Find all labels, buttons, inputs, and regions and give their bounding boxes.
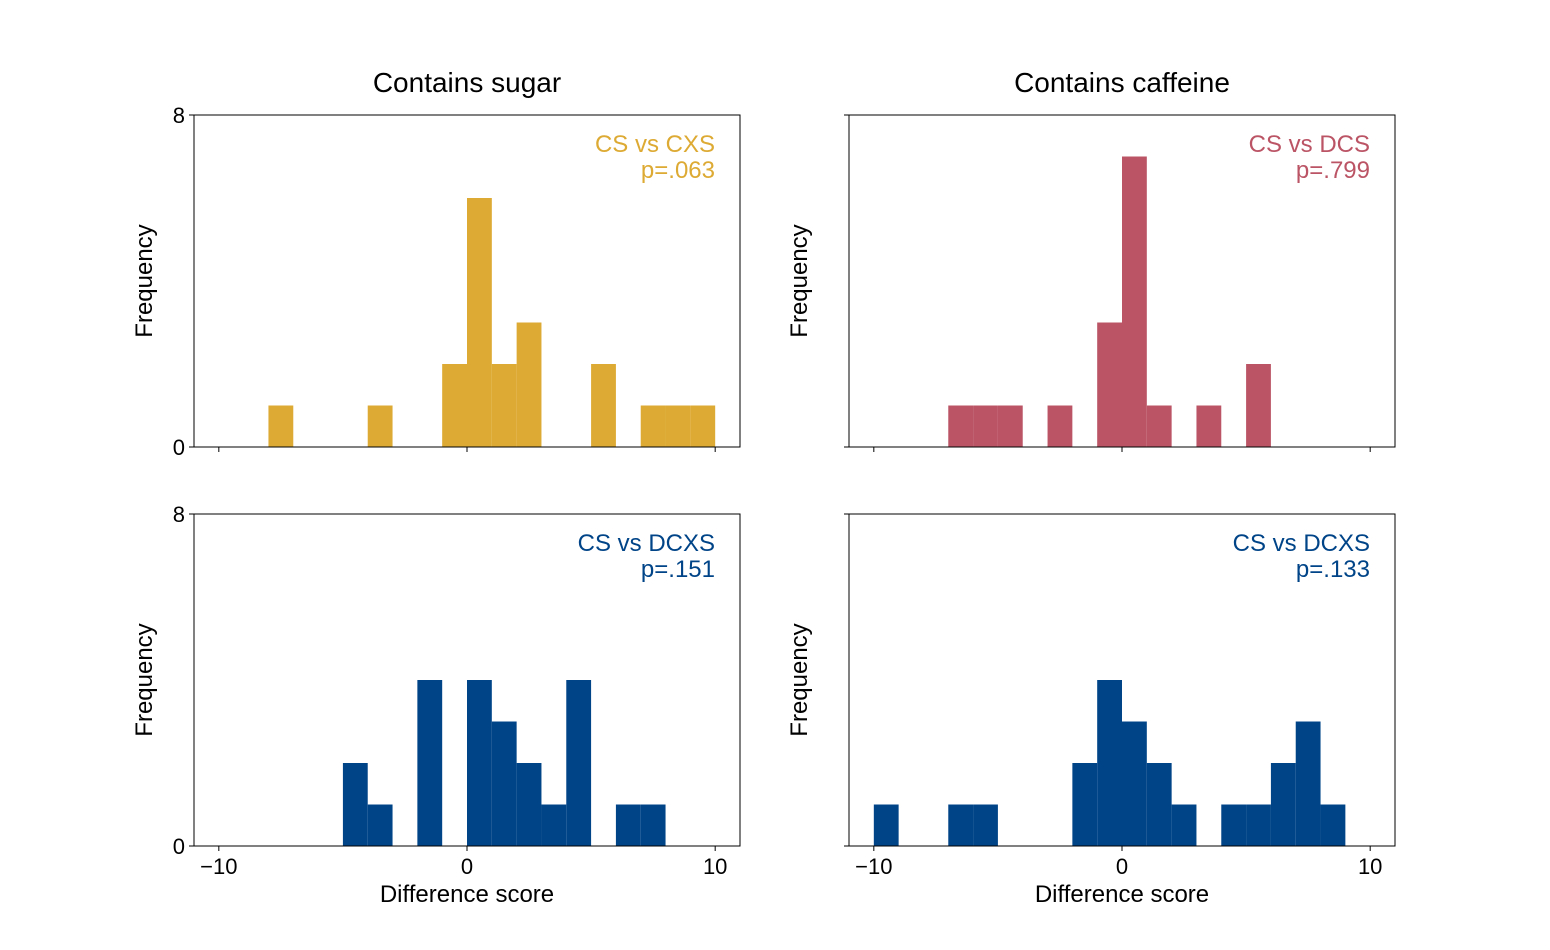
x-axis-label: Difference score xyxy=(1035,881,1209,908)
histogram-bar xyxy=(1146,405,1172,447)
histogram-panel-4: −10 0 10 Frequency Difference score CS vs DCX… xyxy=(786,513,1396,908)
y-tick-label: 8 xyxy=(173,502,185,527)
p-value-label: p=.151 xyxy=(641,556,715,583)
y-tick-label: 8 xyxy=(173,103,185,128)
histogram-bar xyxy=(467,198,492,447)
comparison-label: CS vs DCS xyxy=(1249,131,1370,158)
histogram-bar xyxy=(690,405,716,447)
y-axis-label: Frequency xyxy=(786,224,813,337)
histogram-bar xyxy=(873,804,899,846)
x-tick-label: −10 xyxy=(200,854,237,879)
y-axis-label: Frequency xyxy=(131,224,158,337)
histogram-bar xyxy=(541,804,567,846)
x-tick-label: 0 xyxy=(461,854,473,879)
histogram-bar xyxy=(615,804,641,846)
histogram-bar xyxy=(491,364,517,447)
histogram-bar xyxy=(1246,364,1271,447)
histogram-bar xyxy=(1171,804,1197,846)
histogram-bar xyxy=(1270,763,1296,846)
comparison-label: CS vs DCXS xyxy=(578,530,715,557)
histogram-bar xyxy=(1196,405,1222,447)
comparison-label: CS vs CXS xyxy=(595,131,715,158)
histogram-bar xyxy=(997,405,1023,447)
histogram-bar xyxy=(268,405,294,447)
histogram-bar xyxy=(491,721,517,846)
histogram-bar xyxy=(640,804,666,846)
histogram-bar xyxy=(948,804,974,846)
histogram-bar xyxy=(1072,763,1098,846)
histogram-bar xyxy=(1097,322,1122,447)
histogram-bar xyxy=(1246,804,1271,846)
x-tick-label: 10 xyxy=(1358,854,1382,879)
histogram-bar xyxy=(467,680,492,846)
histogram-bar xyxy=(1221,804,1247,846)
histogram-bar xyxy=(516,322,542,447)
histogram-bar xyxy=(367,804,393,846)
histogram-bar xyxy=(1122,721,1147,846)
y-tick-label: 0 xyxy=(173,834,185,859)
histogram-bar xyxy=(1097,680,1122,846)
x-axis-label: Difference score xyxy=(380,881,554,908)
p-value-label: p=.133 xyxy=(1296,556,1370,583)
histogram-bar xyxy=(973,405,998,447)
histogram-bar xyxy=(342,763,368,846)
histogram-bar xyxy=(566,680,592,846)
histogram-bar xyxy=(1122,156,1147,447)
histogram-bar xyxy=(1320,804,1346,846)
comparison-label: CS vs DCXS xyxy=(1233,530,1370,557)
histogram-bar xyxy=(1295,721,1321,846)
y-axis-label: Frequency xyxy=(786,623,813,736)
histogram-bar xyxy=(973,804,998,846)
histogram-bar xyxy=(367,405,393,447)
histogram-panel-3: −10 0 10 0 8 Frequency Difference score CS vs D… xyxy=(131,502,741,908)
column-title-caffeine: Contains caffeine xyxy=(1014,67,1230,98)
histogram-bar xyxy=(1047,405,1073,447)
histogram-bar xyxy=(516,763,542,846)
x-tick-label: 0 xyxy=(1116,854,1128,879)
histogram-bar xyxy=(948,405,974,447)
x-tick-label: 10 xyxy=(703,854,727,879)
x-tick-label: −10 xyxy=(855,854,892,879)
histogram-bar xyxy=(665,405,691,447)
p-value-label: p=.063 xyxy=(641,157,715,184)
y-axis-label: Frequency xyxy=(131,623,158,736)
histogram-bar xyxy=(1146,763,1172,846)
histogram-bar xyxy=(442,364,467,447)
p-value-label: p=.799 xyxy=(1296,157,1370,184)
histogram-bar xyxy=(417,680,443,846)
histogram-bar xyxy=(591,364,616,447)
column-title-sugar: Contains sugar xyxy=(373,67,561,98)
y-tick-label: 0 xyxy=(173,435,185,460)
histogram-bar xyxy=(640,405,666,447)
